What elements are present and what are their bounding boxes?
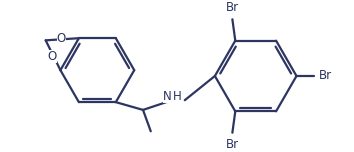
Text: Br: Br (319, 69, 332, 83)
Text: N: N (163, 90, 172, 103)
Text: Br: Br (226, 138, 239, 151)
Text: Br: Br (226, 1, 239, 14)
Text: O: O (57, 32, 66, 45)
Text: O: O (47, 50, 57, 63)
Text: H: H (173, 90, 181, 103)
